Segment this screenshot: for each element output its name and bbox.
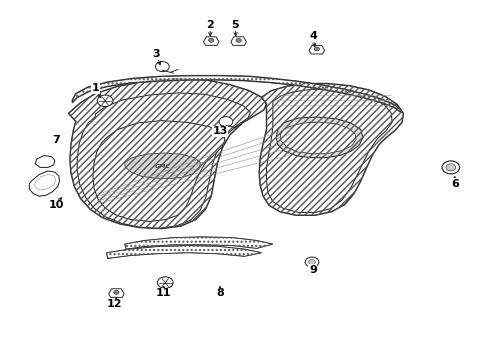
Polygon shape [68, 78, 266, 229]
Circle shape [441, 161, 459, 174]
Text: 2: 2 [206, 20, 214, 30]
Circle shape [314, 47, 319, 51]
Polygon shape [276, 117, 362, 158]
Polygon shape [266, 89, 391, 212]
Polygon shape [72, 76, 400, 112]
Circle shape [236, 39, 241, 42]
Circle shape [308, 260, 315, 265]
Circle shape [305, 257, 318, 267]
Polygon shape [35, 156, 55, 167]
Polygon shape [29, 171, 60, 196]
Circle shape [155, 62, 169, 72]
Polygon shape [280, 122, 355, 154]
Polygon shape [108, 289, 124, 297]
Circle shape [114, 291, 119, 294]
Text: 13: 13 [212, 126, 227, 136]
Text: 12: 12 [107, 299, 122, 309]
Text: 8: 8 [216, 288, 224, 298]
Polygon shape [203, 37, 219, 45]
Text: 3: 3 [152, 49, 160, 59]
Text: 9: 9 [308, 265, 316, 275]
Text: 7: 7 [52, 135, 60, 145]
Text: GMC: GMC [154, 164, 170, 169]
Polygon shape [34, 174, 56, 190]
Text: 1: 1 [91, 83, 99, 93]
Polygon shape [77, 93, 250, 228]
Circle shape [445, 164, 455, 171]
Text: 5: 5 [230, 20, 238, 30]
Text: 11: 11 [156, 288, 171, 298]
Text: 10: 10 [48, 200, 64, 210]
Circle shape [157, 277, 173, 288]
Polygon shape [106, 246, 261, 258]
Polygon shape [93, 121, 224, 221]
Polygon shape [124, 153, 200, 179]
Circle shape [219, 117, 232, 127]
Circle shape [208, 39, 213, 42]
Text: 4: 4 [308, 31, 316, 41]
Polygon shape [230, 37, 246, 45]
Polygon shape [308, 45, 324, 54]
Polygon shape [259, 84, 403, 215]
Polygon shape [124, 237, 272, 249]
Text: 6: 6 [450, 179, 458, 189]
Circle shape [97, 95, 113, 107]
